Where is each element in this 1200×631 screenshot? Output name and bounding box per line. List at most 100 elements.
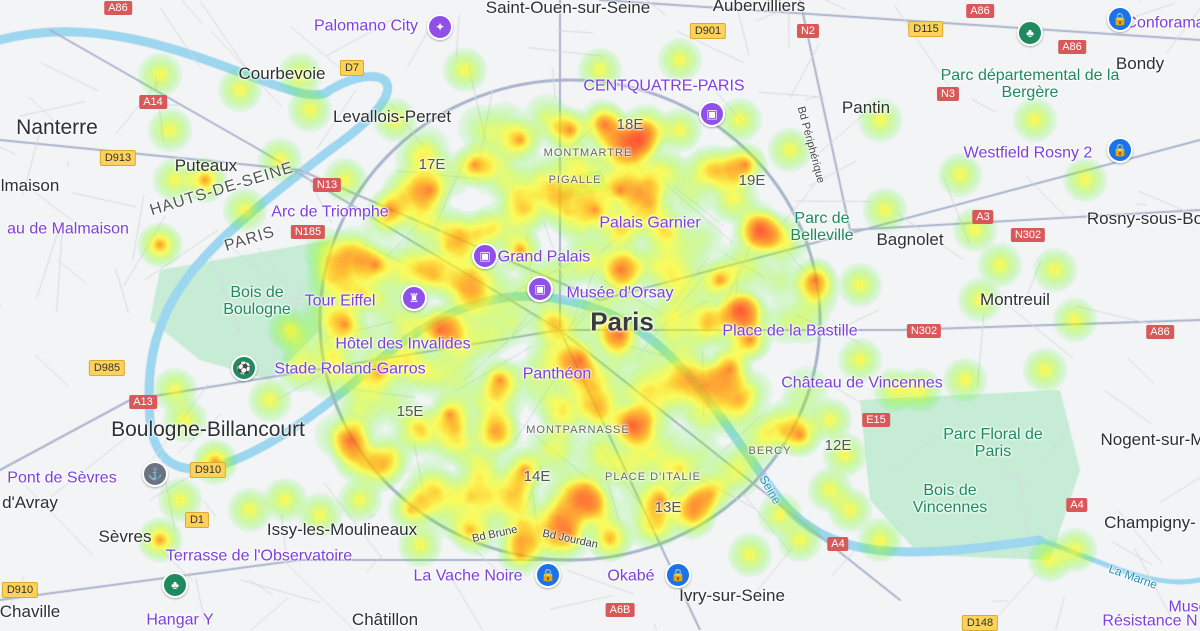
city-label: lmaison: [0, 176, 60, 196]
city-label: Nogent-sur-Mar: [1100, 430, 1200, 450]
city-label: Bagnolet: [876, 230, 944, 250]
shopping-icon[interactable]: 🔒: [1107, 6, 1133, 32]
road-shield: D148: [961, 615, 999, 631]
road-shield: A4: [827, 537, 849, 551]
poi-label[interactable]: CENTQUATRE-PARIS: [583, 77, 745, 95]
road-shield: D901: [689, 23, 727, 39]
park-label[interactable]: Parc départemental de la Bergère: [940, 67, 1120, 101]
stadium-icon[interactable]: ⚽: [231, 355, 257, 381]
city-label: Bondy: [1115, 54, 1165, 74]
poi-label[interactable]: Hôtel des Invalides: [335, 335, 471, 353]
district-label: PIGALLE: [548, 174, 602, 187]
district-label: MONTPARNASSE: [526, 424, 630, 437]
park-icon[interactable]: ♣: [162, 572, 188, 598]
city-label: Ivry-sur-Seine: [679, 586, 785, 606]
transit-icon[interactable]: ⚓: [142, 461, 168, 487]
poi-label[interactable]: Palomano City: [313, 17, 419, 35]
road-shield: N302: [906, 324, 942, 338]
park-icon[interactable]: ♣: [1017, 20, 1043, 46]
road-shield: A13: [129, 395, 157, 409]
road-shield: D115: [908, 21, 944, 37]
arrondissement-label: 15E: [396, 403, 424, 421]
road-shield: N13: [312, 178, 342, 192]
park-label[interactable]: Parc Floral de Paris: [943, 426, 1043, 460]
park-label[interactable]: Bois de Vincennes: [912, 482, 988, 516]
road-shield: N2: [796, 24, 820, 38]
road-shield: A14: [139, 95, 167, 109]
city-label: Nanterre: [16, 115, 98, 139]
road-shield: A3: [972, 210, 994, 224]
road-shield: D913: [99, 150, 137, 166]
road-shield: N302: [1010, 228, 1046, 242]
city-label: d'Avray: [2, 493, 58, 513]
road-shield: A86: [104, 1, 132, 15]
poi-label[interactable]: Conforama: [1125, 14, 1200, 32]
poi-label[interactable]: Hangar Y: [146, 611, 214, 629]
poi-label[interactable]: Panthéon: [522, 365, 592, 383]
poi-label[interactable]: Musé: [1168, 598, 1200, 616]
poi-label[interactable]: au de Malmaison: [7, 220, 129, 238]
district-label: PLACE D'ITALIE: [605, 471, 701, 484]
road-shield: A86: [1058, 40, 1086, 54]
poi-label[interactable]: Château de Vincennes: [781, 374, 943, 392]
museum-icon[interactable]: ▣: [699, 101, 725, 127]
road-shield: A6B: [605, 603, 635, 617]
city-label: Rosny-sous-Bo: [1086, 209, 1200, 229]
poi-label[interactable]: Grand Palais: [497, 248, 591, 266]
monument-icon[interactable]: ♜: [401, 285, 427, 311]
city-label: Champigny-: [1104, 513, 1196, 533]
poi-label[interactable]: Terrasse de l'Observatoire: [165, 547, 353, 565]
park-label[interactable]: Parc de Belleville: [790, 210, 854, 244]
arrondissement-label: 17E: [418, 156, 446, 174]
city-label: Issy-les-Moulineaux: [266, 520, 418, 540]
city-label: Pantin: [841, 98, 891, 118]
poi-label[interactable]: Westfield Rosny 2: [963, 144, 1093, 162]
road-shield: D910: [189, 462, 227, 478]
road-shield: E15: [862, 413, 890, 427]
poi-label[interactable]: Arc de Triomphe: [271, 203, 389, 221]
arrondissement-label: 19E: [738, 172, 766, 190]
city-label: Sèvres: [98, 527, 152, 547]
road-shield: D910: [1, 582, 39, 598]
city-label: Courbevoie: [238, 64, 326, 84]
poi-label[interactable]: Tour Eiffel: [304, 292, 376, 310]
poi-label[interactable]: Stade Roland-Garros: [274, 360, 426, 378]
city-label: Levallois-Perret: [332, 107, 452, 127]
poi-label[interactable]: La Vache Noire: [413, 567, 523, 585]
museum-icon[interactable]: ▣: [472, 243, 498, 269]
district-label: MONTMARTRE: [543, 147, 633, 160]
park-label[interactable]: Bois de Boulogne: [223, 284, 291, 318]
poi-label[interactable]: Résistance N: [1102, 612, 1198, 630]
poi-label[interactable]: Place de la Bastille: [722, 322, 858, 340]
shopping-icon[interactable]: 🔒: [535, 562, 561, 588]
shopping-icon[interactable]: 🔒: [1107, 137, 1133, 163]
city-label: Aubervilliers: [712, 0, 806, 16]
arrondissement-label: 13E: [654, 499, 682, 517]
road-shield: D985: [88, 360, 126, 376]
poi-label[interactable]: Pont de Sèvres: [7, 469, 117, 487]
shopping-icon[interactable]: 🔒: [665, 562, 691, 588]
city-label: Châtillon: [351, 610, 419, 630]
city-label: Puteaux: [174, 156, 238, 176]
road-shield: A86: [1146, 325, 1174, 339]
road-shield: N185: [290, 225, 326, 239]
district-label: BERCY: [748, 445, 792, 458]
capital-label: Paris: [590, 306, 654, 337]
landmark-icon[interactable]: ✦: [427, 14, 453, 40]
city-label: Chaville: [0, 602, 61, 622]
poi-label[interactable]: Okabé: [607, 567, 655, 585]
city-label: Montreuil: [980, 290, 1050, 310]
road-shield: A4: [1066, 498, 1088, 512]
poi-label[interactable]: Musée d'Orsay: [566, 284, 674, 302]
city-label: Saint-Ouen-sur-Seine: [485, 0, 651, 18]
museum-icon[interactable]: ▣: [527, 276, 553, 302]
arrondissement-label: 14E: [523, 468, 551, 486]
road-shield: N3: [936, 87, 960, 101]
arrondissement-label: 12E: [824, 437, 852, 455]
road-shield: A86: [966, 4, 994, 18]
poi-label[interactable]: Palais Garnier: [599, 214, 701, 232]
road-shield: D1: [184, 512, 210, 528]
city-label: Boulogne-Billancourt: [111, 417, 305, 441]
arrondissement-label: 18E: [616, 116, 644, 134]
road-shield: D7: [339, 60, 365, 76]
